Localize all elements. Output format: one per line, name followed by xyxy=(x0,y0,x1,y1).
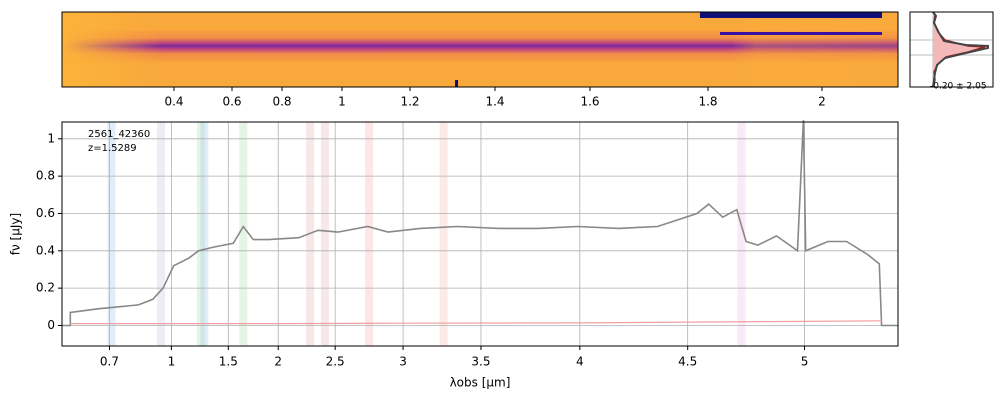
x-tick-label: 0.6 xyxy=(222,95,241,109)
x-tick-label: 2.5 xyxy=(326,355,345,369)
x-tick-label: 1.8 xyxy=(698,95,717,109)
x-tick-label: 1.5 xyxy=(219,355,238,369)
line-band xyxy=(200,122,209,346)
y-tick-label: 0.2 xyxy=(36,281,55,295)
spectrum-1d: 0.7 1 1.5 2 2.5 3 3.5 4 4.5 5 0 0.2 0.4 0.6 0.8 1 2561_4… xyxy=(9,120,899,390)
x-tick-label: 1 xyxy=(168,355,176,369)
line-band xyxy=(107,122,116,346)
annotation: z=1.5289 xyxy=(88,143,137,154)
x-tick-label: 2 xyxy=(274,355,282,369)
profile-inset: -0.20 ± 2.05 xyxy=(909,11,994,92)
heatmap-mask xyxy=(455,80,458,87)
spectrum-2d xyxy=(61,11,899,88)
x-tick-label: 5 xyxy=(801,355,809,369)
x-tick-label: 3 xyxy=(399,355,407,369)
inset-frame xyxy=(909,11,994,88)
x-tick-label: 4 xyxy=(576,355,584,369)
line-band xyxy=(320,122,329,346)
x-tick-label: 1.2 xyxy=(400,95,419,109)
annotation: 2561_42360 xyxy=(88,129,150,140)
inset-profile xyxy=(932,11,989,88)
x-tick-label: 1 xyxy=(338,95,346,109)
inset-label: -0.20 ± 2.05 xyxy=(930,82,987,92)
plot-frame xyxy=(61,121,899,347)
line-band xyxy=(157,122,166,346)
heatmap-fade xyxy=(62,12,898,87)
heatmap-mask xyxy=(720,32,882,35)
line-band xyxy=(196,122,205,346)
y-tick-label: 1 xyxy=(47,131,55,145)
x-tick-label: 1.4 xyxy=(485,95,504,109)
x-tick-label: 3.5 xyxy=(471,355,490,369)
y-tick-label: 0.8 xyxy=(36,169,55,183)
line-band xyxy=(439,122,448,346)
y-tick-label: 0.4 xyxy=(36,243,55,257)
x-tick-label: 4.5 xyxy=(678,355,697,369)
x-axis-label: λobs [μm] xyxy=(450,376,511,390)
heatmap-mask xyxy=(700,12,882,18)
series-line xyxy=(70,320,882,325)
x-tick-label: 1.6 xyxy=(580,95,599,109)
line-band xyxy=(239,122,248,346)
y-axis-label: fν [μJy] xyxy=(9,213,23,255)
inset-fill xyxy=(933,12,985,87)
x-tick-label: 2 xyxy=(818,95,826,109)
series-line xyxy=(62,120,898,327)
x-tick-label: 0.4 xyxy=(164,95,183,109)
line-band xyxy=(737,122,746,346)
y-tick-label: 0 xyxy=(47,318,55,332)
x-tick-label: 0.7 xyxy=(100,355,119,369)
x-tick-label: 0.8 xyxy=(272,95,291,109)
heatmap-frame xyxy=(61,11,899,88)
line-band xyxy=(365,122,374,346)
y-tick-label: 0.6 xyxy=(36,206,55,220)
